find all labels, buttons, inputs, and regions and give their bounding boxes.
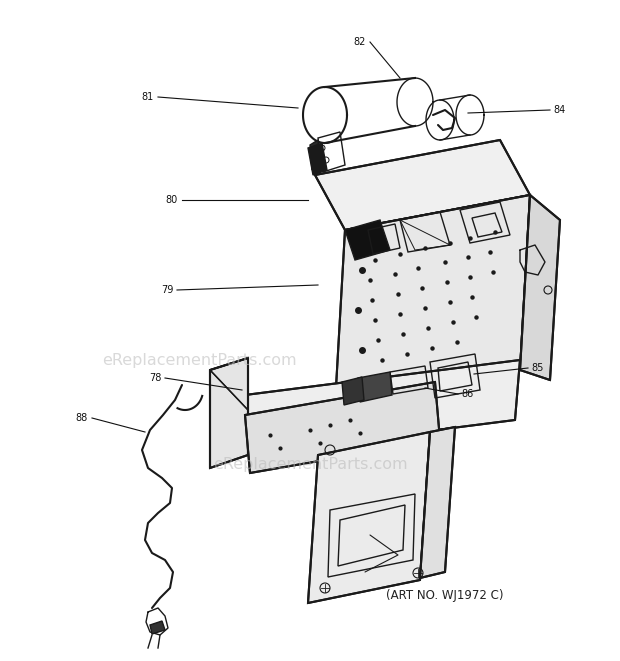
Polygon shape (335, 195, 530, 405)
Polygon shape (342, 377, 364, 405)
Polygon shape (150, 621, 165, 634)
Polygon shape (420, 427, 455, 578)
Text: eReplacementParts.com: eReplacementParts.com (213, 457, 407, 471)
Text: 80: 80 (166, 195, 178, 205)
Polygon shape (358, 372, 392, 402)
Polygon shape (520, 195, 560, 380)
Text: 86: 86 (462, 389, 474, 399)
Text: 81: 81 (142, 92, 154, 102)
Text: 79: 79 (161, 285, 173, 295)
Polygon shape (345, 220, 390, 260)
Polygon shape (310, 140, 320, 170)
Polygon shape (245, 382, 440, 473)
Text: eReplacementParts.com: eReplacementParts.com (102, 353, 297, 368)
Polygon shape (308, 143, 327, 175)
Text: 88: 88 (76, 413, 88, 423)
Polygon shape (308, 432, 430, 603)
Text: 78: 78 (149, 373, 161, 383)
Text: 84: 84 (554, 105, 566, 115)
Polygon shape (315, 140, 530, 230)
Polygon shape (210, 358, 248, 468)
Text: (ART NO. WJ1972 C): (ART NO. WJ1972 C) (386, 588, 503, 602)
Text: 85: 85 (532, 363, 544, 373)
Text: 82: 82 (354, 37, 366, 47)
Polygon shape (240, 360, 520, 455)
